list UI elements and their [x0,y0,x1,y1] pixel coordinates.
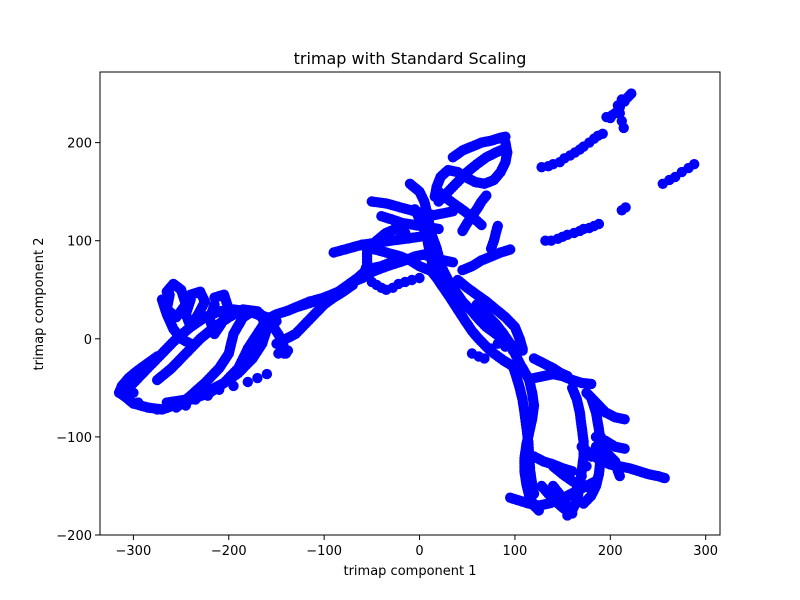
data-point [567,508,578,519]
data-point [214,384,225,395]
data-point [481,190,492,201]
y-axis: −200 −100 0 100 200 [56,137,100,544]
x-tick-label: −300 [116,544,152,559]
data-point [524,485,535,497]
data-point [242,376,253,388]
data-point [576,470,587,482]
data-point [202,390,213,401]
data-point [252,372,263,384]
plot-frame [99,71,721,536]
x-axis: −300 −200 −100 0 100 200 300 [116,535,718,559]
data-point [525,498,537,509]
data-point [492,220,503,232]
data-point [586,451,597,462]
data-point [479,353,490,364]
data-point [620,202,631,213]
data-point [228,380,239,392]
y-tick-label: 200 [67,137,92,152]
data-point [282,345,294,356]
data-point [571,480,583,492]
data-point [517,343,528,354]
data-point [133,397,144,408]
data-point [180,400,191,411]
y-tick-label: −200 [56,529,92,544]
data-point [505,244,516,255]
data-point [659,472,670,484]
data-point [164,289,175,300]
data-point [209,299,220,310]
data-point [152,404,163,415]
data-point [612,100,624,111]
x-tick-label: −100 [306,544,342,559]
data-point [185,338,196,349]
data-point [601,111,612,123]
scatter-points [113,88,700,521]
data-point [595,431,606,443]
y-tick-label: 0 [84,333,92,348]
x-axis-label: trimap component 1 [343,564,476,579]
y-axis-label: trimap component 2 [32,237,47,370]
data-point [152,351,163,362]
data-point [519,456,530,467]
data-point [567,466,578,477]
y-tick-label: 100 [67,235,92,250]
data-point [521,470,532,482]
x-tick-label: 100 [503,544,528,559]
data-point [185,294,196,305]
y-tick-label: −100 [56,431,92,446]
x-tick-label: −200 [211,544,247,559]
data-point [614,470,625,482]
data-point [562,370,573,382]
data-point [619,414,630,425]
data-point [447,257,459,268]
data-point [689,159,700,170]
data-point [578,498,589,509]
data-point [261,368,273,380]
data-point [619,443,630,454]
data-point [597,128,608,139]
x-tick-label: 0 [415,544,423,559]
data-point [593,218,605,230]
data-point [400,227,411,239]
data-point [476,219,487,231]
data-point [586,482,597,494]
data-point [414,272,425,284]
data-point [190,394,201,405]
data-point [128,387,139,398]
data-point [433,223,444,235]
data-point [586,378,597,390]
data-point [567,490,578,501]
x-tick-label: 300 [693,544,718,559]
data-point [618,122,629,134]
chart-title: trimap with Standard Scaling [294,49,527,68]
x-tick-label: 200 [598,544,623,559]
data-point [161,397,172,408]
data-point [590,441,602,452]
data-point [507,345,519,356]
data-point [581,461,592,472]
